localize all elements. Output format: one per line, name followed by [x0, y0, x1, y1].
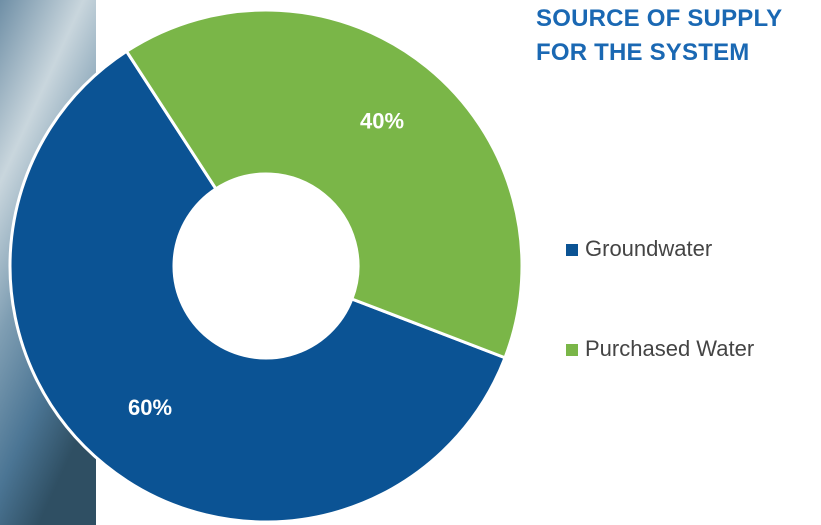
legend-swatch	[566, 244, 578, 256]
data-label: 60%	[128, 395, 172, 420]
legend-label: Groundwater	[585, 236, 712, 261]
legend-label: Purchased Water	[585, 336, 754, 361]
legend-swatch	[566, 344, 578, 356]
chart-title: SOURCE OF SUPPLY FOR THE SYSTEM	[536, 5, 782, 66]
donut-slice	[8, 49, 507, 524]
donut-slice	[124, 8, 524, 360]
data-label: 40%	[360, 109, 404, 134]
